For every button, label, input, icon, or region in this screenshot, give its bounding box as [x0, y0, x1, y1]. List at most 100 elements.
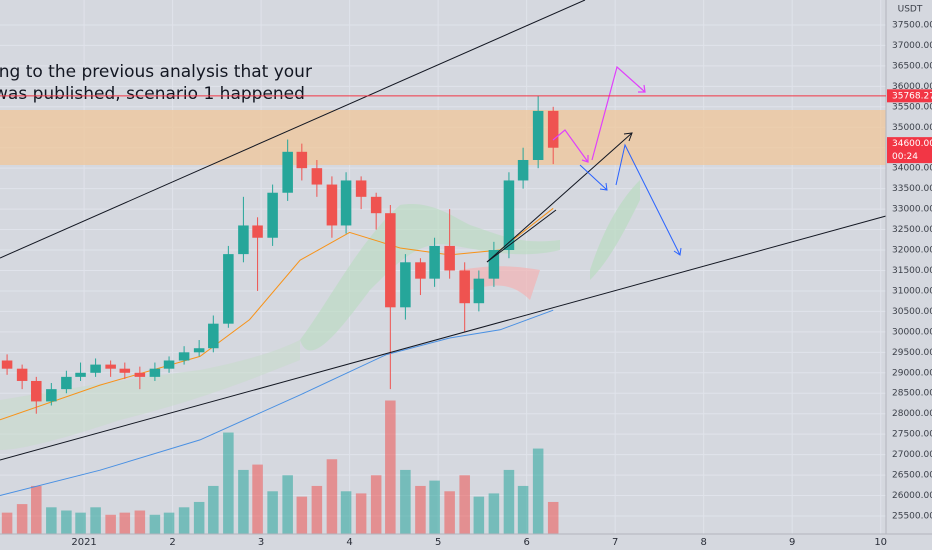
- candle-body: [208, 323, 219, 349]
- candle-body: [326, 184, 338, 226]
- candle-body: [444, 245, 455, 271]
- candle-body: [517, 159, 529, 181]
- x-tick-label: 8: [700, 537, 706, 548]
- cloud: [300, 204, 560, 351]
- candle-body: [119, 368, 131, 373]
- candle-body: [459, 270, 470, 304]
- candle-body: [75, 372, 86, 377]
- candle-body: [532, 110, 544, 160]
- candle-body: [370, 196, 382, 214]
- volume-bar: [517, 485, 529, 534]
- candle-body: [238, 225, 249, 255]
- y-tick-label: 29000.00: [892, 368, 932, 378]
- y-tick-label: 28500.00: [892, 389, 932, 399]
- volume-bar: [400, 469, 411, 534]
- volume-bar: [1, 512, 13, 534]
- volume-bar: [134, 510, 146, 534]
- volume-bar: [178, 507, 190, 534]
- volume-bar: [46, 507, 57, 534]
- arrow: [615, 143, 682, 256]
- candle-body: [31, 380, 42, 402]
- y-tick-label: 33000.00: [892, 205, 932, 215]
- volume-bar: [223, 432, 234, 534]
- candle-body: [223, 254, 234, 324]
- candle-body: [473, 278, 485, 304]
- x-tick-label: 9: [789, 537, 795, 548]
- candle-body: [61, 376, 72, 390]
- trend-line: [0, 0, 586, 259]
- volume-bar: [547, 501, 559, 534]
- volume-bar: [90, 507, 101, 534]
- volume-bar: [282, 475, 293, 534]
- cloud: [0, 340, 300, 450]
- x-tick-label: 2: [169, 537, 175, 548]
- volume-bar: [503, 469, 515, 534]
- y-tick-label: 28000.00: [892, 409, 932, 419]
- candle-body: [488, 250, 500, 279]
- candle-body: [267, 192, 278, 238]
- y-tick-label: 32500.00: [892, 225, 932, 235]
- volume-bar: [415, 485, 426, 534]
- candle-body: [385, 213, 396, 308]
- volume-bar: [488, 493, 500, 534]
- y-tick-label: 30000.00: [892, 327, 932, 337]
- x-tick-label: 6: [523, 537, 529, 548]
- volume-bar: [105, 514, 116, 534]
- volume-bar: [119, 512, 131, 534]
- y-tick-label: 26000.00: [892, 491, 932, 501]
- volume-bar: [385, 400, 396, 534]
- volume-bar: [444, 491, 455, 534]
- x-tick-label: 10: [874, 537, 887, 548]
- moving-average: [0, 309, 554, 496]
- candle-body: [16, 368, 28, 381]
- volume-bar: [267, 491, 278, 534]
- cloud: [460, 266, 540, 300]
- x-tick-label: 2021: [71, 537, 96, 548]
- volume-bar: [75, 512, 86, 534]
- candle-body: [355, 180, 367, 197]
- price-label-box: [887, 89, 932, 103]
- y-tick-label: 37500.00: [892, 20, 932, 30]
- volume-bar: [429, 480, 440, 534]
- candle-body: [1, 360, 13, 369]
- arrow: [579, 164, 608, 191]
- y-tick-label: 36500.00: [892, 61, 932, 71]
- volume-bar: [311, 485, 323, 534]
- volume-bar: [473, 496, 485, 534]
- annotation: ing to the previous analysis that your: [0, 62, 312, 82]
- y-tick-label: 33500.00: [892, 184, 932, 194]
- volume-bar: [459, 475, 470, 534]
- x-tick-label: 3: [258, 537, 264, 548]
- volume-bar: [532, 448, 544, 534]
- volume-bar: [238, 469, 249, 534]
- supply-zone: [0, 110, 886, 165]
- candle-body: [46, 389, 57, 402]
- candle-body: [296, 151, 308, 169]
- arrow: [552, 129, 589, 163]
- x-tick-label: 7: [612, 537, 618, 548]
- volume-bar: [31, 485, 42, 534]
- y-tick-label: 35000.00: [892, 123, 932, 133]
- trend-line: [486, 209, 557, 263]
- currency: USDT: [898, 5, 923, 15]
- y-tick-label: 31000.00: [892, 286, 932, 296]
- y-tick-label: 30500.00: [892, 307, 932, 317]
- candle-body: [178, 352, 190, 361]
- volume-bar: [193, 501, 205, 534]
- candle-body: [415, 262, 426, 279]
- x-tick-label: 5: [435, 537, 441, 548]
- cloud: [590, 180, 640, 280]
- y-tick-label: 27500.00: [892, 430, 932, 440]
- candle-body: [282, 151, 293, 193]
- annotation: was published, scenario 1 happened: [0, 84, 305, 104]
- candle-body: [311, 168, 323, 185]
- volume-bar: [355, 493, 367, 534]
- volume-bar: [163, 512, 175, 534]
- volume-bar: [326, 459, 338, 534]
- candle-body: [149, 368, 161, 377]
- candle-body: [105, 364, 116, 369]
- candle-body: [429, 245, 440, 279]
- y-tick-label: 31500.00: [892, 266, 932, 276]
- price-label: 35768.27: [892, 91, 932, 101]
